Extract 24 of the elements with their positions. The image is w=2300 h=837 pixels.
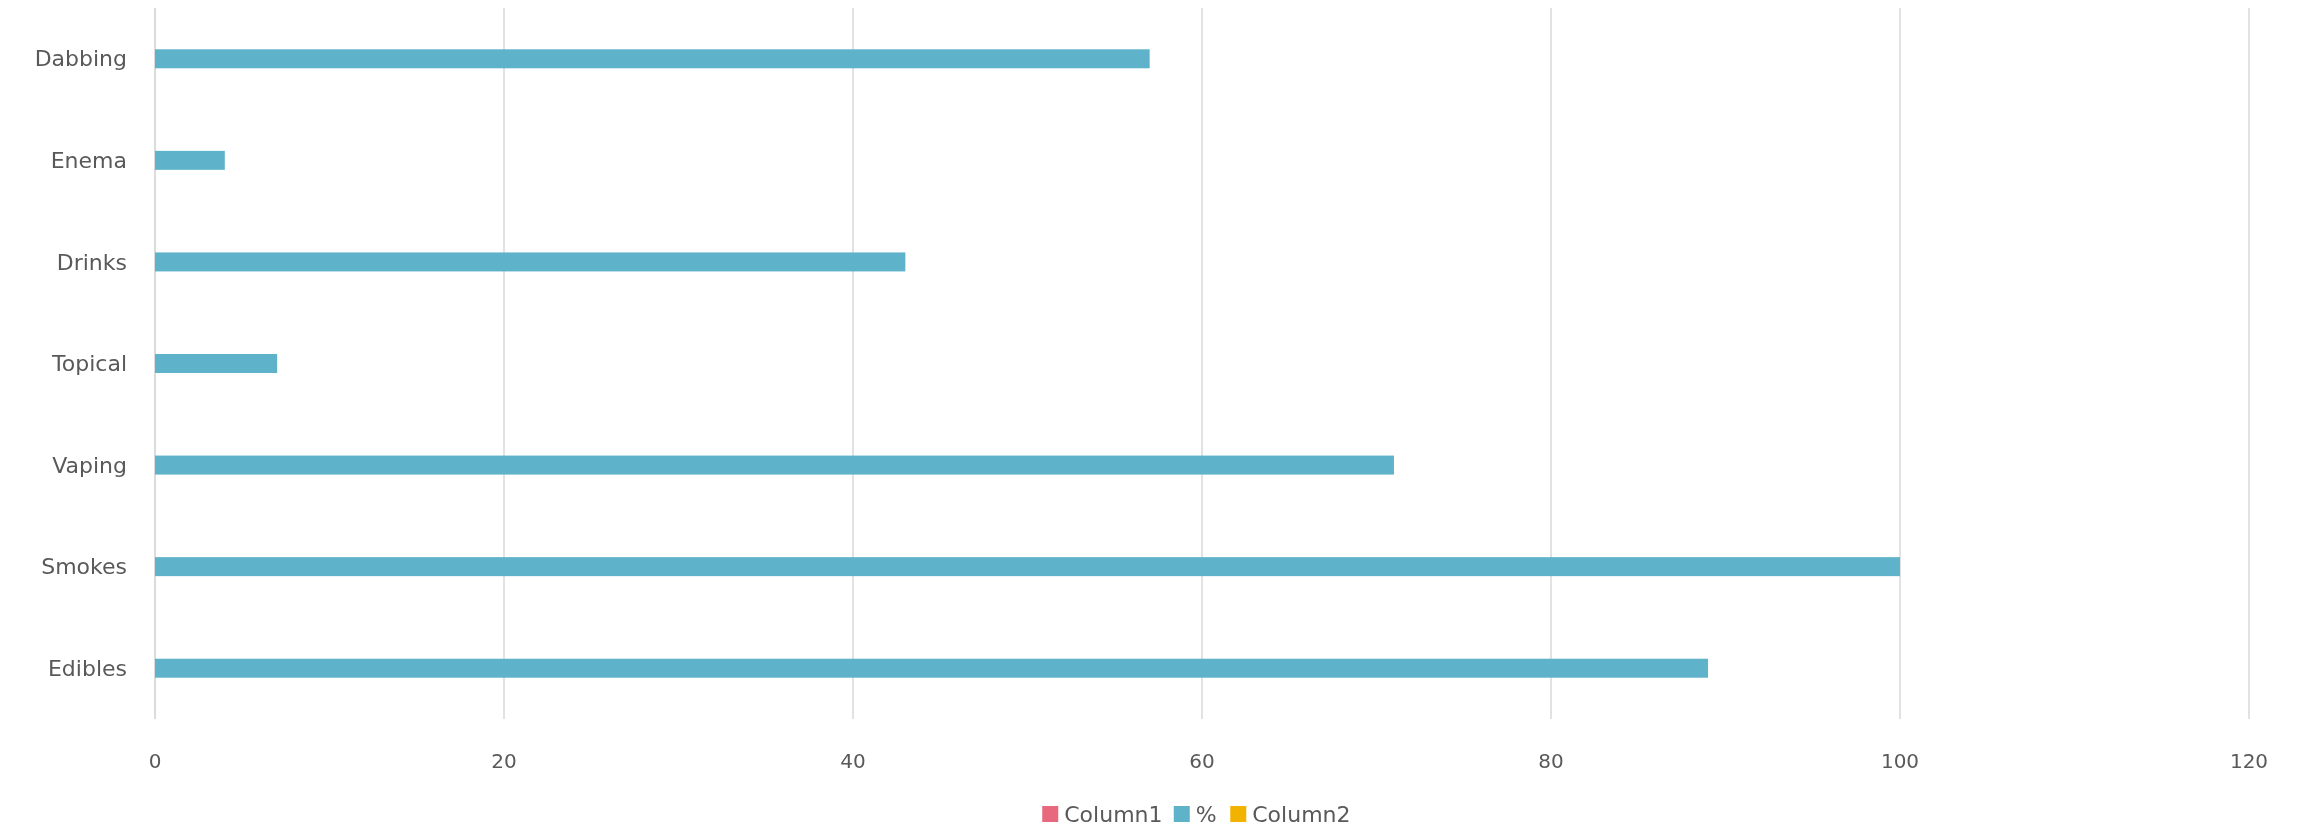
legend-label: Column1 [1064,802,1163,827]
y-tick-label: Drinks [56,249,127,275]
bar [155,354,278,373]
y-tick-label: Edibles [47,655,127,681]
legend-label: % [1195,802,1217,827]
bar [155,252,906,272]
y-tick-label: Smokes [41,554,127,580]
y-tick-label: Enema [50,148,127,174]
bar [155,455,1394,475]
bar [155,49,1150,69]
y-tick-label: Vaping [52,452,127,478]
legend-label: Column2 [1252,802,1351,827]
x-tick-label: 40 [840,749,866,773]
x-tick-label: 100 [1880,749,1920,773]
x-tick-label: 80 [1538,749,1564,773]
bar [155,658,1709,678]
x-tick-label: 120 [2229,749,2269,773]
x-tick-label: 0 [148,749,162,773]
bar [155,557,1900,577]
y-tick-label: Dabbing [34,46,127,72]
bar [155,150,225,170]
x-tick-label: 20 [491,749,517,773]
y-tick-label: Topical [51,351,127,377]
x-tick-label: 60 [1189,749,1215,773]
